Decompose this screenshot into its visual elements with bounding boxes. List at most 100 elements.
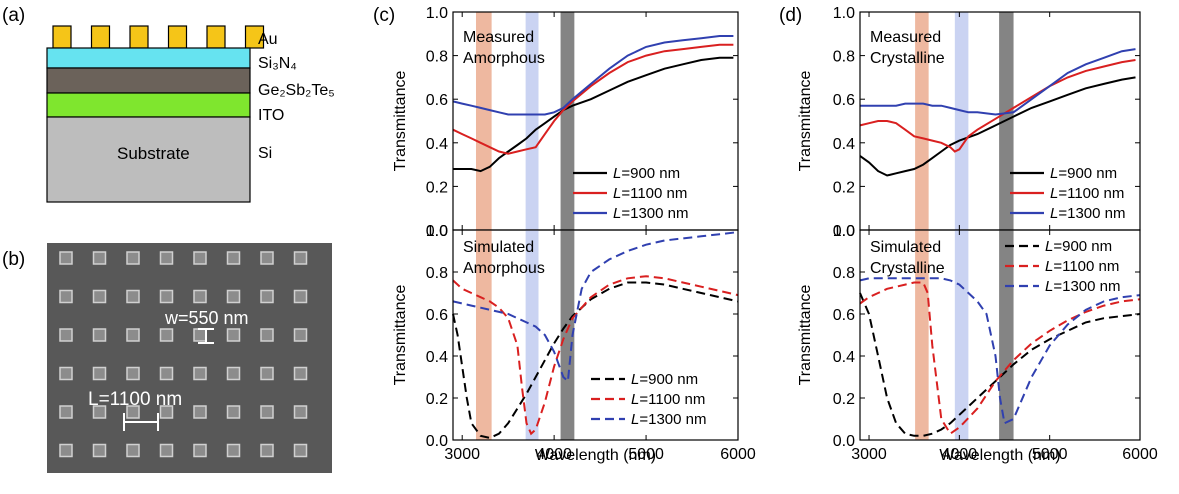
sem-pillar (226, 328, 241, 342)
sem-pillar (293, 328, 308, 342)
sem-pillar (159, 328, 174, 342)
x-tick-label: 4000 (536, 446, 572, 463)
y-tick-label: 0.6 (833, 307, 855, 324)
panel-label-b: (b) (2, 249, 25, 270)
sem-pillar (226, 251, 241, 265)
sem-pillar (59, 328, 73, 342)
y-tick-label: 1.0 (426, 5, 448, 22)
chart-annotation: Simulated (870, 239, 941, 256)
au-pillar (52, 25, 72, 49)
y-axis-label: Transmittance (797, 71, 814, 172)
sem-pillar (92, 251, 107, 265)
sem-pillar (260, 251, 274, 265)
chart-d-simulated: 0.0 0.2 0.4 0.6 0.8 1.0 3000 4000 5000 6000 Wavele… (797, 223, 1158, 464)
x-tick-label: 3000 (851, 446, 887, 463)
legend-label: L=900 nm (613, 165, 680, 182)
legend-label: L=1100 nm (613, 185, 687, 202)
y-tick-label: 0.4 (833, 136, 855, 153)
legend-label: L=1300 nm (613, 205, 688, 222)
legend-label: L=900 nm (631, 371, 698, 388)
chart-annotation: Simulated (463, 239, 534, 256)
legend-label: L=1100 nm (1045, 258, 1119, 275)
y-tick-label: 1.0 (833, 223, 855, 240)
y-tick-label: 0.8 (426, 49, 448, 66)
au-pillar (244, 25, 265, 49)
series-line (859, 292, 1141, 437)
y-tick-label: 0.2 (426, 391, 448, 408)
plot-frame (452, 229, 739, 441)
sem-pillar (293, 289, 308, 304)
substrate-text: Substrate (117, 144, 190, 163)
sem-pillar (126, 251, 140, 265)
y-tick-label: 0.0 (833, 223, 855, 240)
y-tick-label: 0.2 (833, 179, 855, 196)
series-line (859, 76, 1136, 177)
y-tick-label: 0.8 (833, 265, 855, 282)
sem-pillar (293, 251, 308, 265)
series-line (860, 48, 1136, 116)
x-axis-label: Wavelength (nm) (535, 447, 656, 464)
sem-pillar (260, 405, 274, 419)
w-label: w=550 nm (164, 308, 249, 328)
sem-pillar (226, 405, 241, 419)
au-pillar (167, 25, 188, 49)
sem-pillar (59, 405, 73, 419)
y-tick-label: 0.6 (833, 92, 855, 109)
highlight-band (475, 12, 492, 230)
y-tick-label: 0.0 (426, 433, 448, 450)
sem-pillar (92, 443, 107, 458)
sem-pillar (59, 289, 73, 304)
panel-label-a: (a) (2, 5, 25, 26)
series-line (452, 35, 734, 116)
legend-label: L=1300 nm (631, 411, 706, 428)
si3n4-layer (46, 47, 251, 69)
sem-pillar (226, 289, 241, 304)
legend-label: L=900 nm (1050, 165, 1117, 182)
sem-pillar (126, 443, 140, 458)
sem-pillar (193, 405, 207, 419)
sem-background (47, 243, 332, 473)
legend-label: L=1300 nm (1050, 205, 1125, 222)
ito-layer (46, 92, 251, 118)
sem-pillar (293, 366, 308, 381)
y-tick-label: 0.6 (426, 92, 448, 109)
l-label: L=1100 nm (88, 389, 182, 410)
legend-label: L=900 nm (1045, 238, 1112, 255)
series-line (453, 56, 734, 173)
sem-pillar (159, 443, 174, 458)
highlight-band (560, 12, 575, 230)
panel-label-d: (d) (779, 5, 802, 26)
y-tick-label: 0.2 (426, 179, 448, 196)
gst-layer (46, 67, 251, 94)
sem-pillar (92, 289, 107, 304)
series-line (452, 281, 739, 439)
si3n4-label: Si₃N₄ (258, 55, 297, 72)
sem-pillar (193, 289, 207, 304)
y-tick-label: 0.4 (426, 136, 448, 153)
y-tick-label: 0.6 (426, 307, 448, 324)
layer-stack-diagram: Substrate Au Si₃N₄ Ge₂Sb₂Te₅ ITO Si (46, 25, 335, 203)
plot-frame (859, 229, 1141, 441)
au-pillar (90, 25, 111, 49)
sem-pillar (59, 251, 73, 265)
sem-pillar (159, 251, 174, 265)
au-label: Au (258, 31, 278, 48)
au-pillar (129, 25, 149, 49)
sem-pillar (126, 289, 140, 304)
y-tick-label: 0.4 (426, 349, 448, 366)
x-tick-label: 3000 (444, 446, 480, 463)
y-tick-label: 0.4 (833, 349, 855, 366)
chart-annotation: Measured (463, 29, 534, 46)
chart-annotation: Amorphous (463, 260, 545, 277)
sem-pillar (226, 366, 241, 381)
sem-pillar (159, 289, 174, 304)
series-line (859, 281, 1141, 436)
highlight-band (954, 12, 969, 230)
legend-label: L=1100 nm (631, 391, 705, 408)
legend-label: L=1300 nm (1045, 278, 1120, 295)
sem-pillar (92, 405, 107, 419)
chart-annotation: Measured (870, 29, 941, 46)
panel-label-c: (c) (373, 5, 395, 26)
x-tick-label: 5000 (1032, 446, 1068, 463)
